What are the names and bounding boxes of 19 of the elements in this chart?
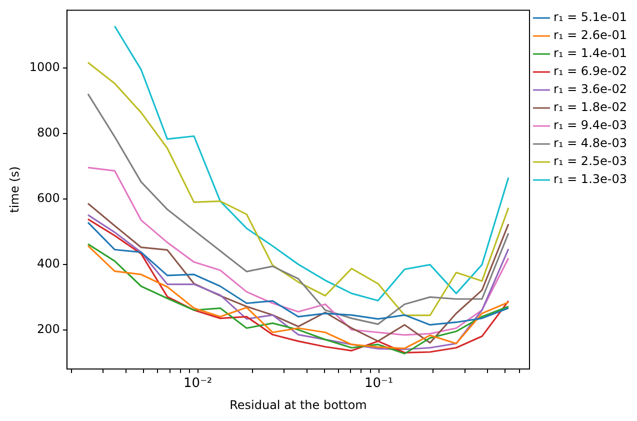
legend-label: r₁ = 2.6e-01 xyxy=(554,28,628,42)
y-tick-label: 400 xyxy=(37,256,60,270)
y-tick-label: 600 xyxy=(37,191,60,206)
legend-label: r₁ = 1.8e-02 xyxy=(554,100,628,114)
x-axis-title: Residual at the bottom xyxy=(230,398,367,412)
legend-label: r₁ = 1.4e-01 xyxy=(554,46,628,60)
legend-label: r₁ = 5.1e-01 xyxy=(554,10,628,24)
y-tick-label: 1000 xyxy=(29,60,60,74)
legend-label: r₁ = 4.8e-03 xyxy=(554,136,628,150)
legend-label: r₁ = 3.6e-02 xyxy=(554,82,628,96)
legend-label: r₁ = 1.3e-03 xyxy=(554,172,628,186)
x-tick-label: 10⁻¹ xyxy=(364,376,394,392)
legend-label: r₁ = 9.4e-03 xyxy=(554,118,628,132)
y-tick-label: 200 xyxy=(37,322,60,336)
x-tick-label: 10⁻² xyxy=(184,376,212,392)
y-tick-label: 800 xyxy=(37,126,60,140)
legend-label: r₁ = 2.5e-03 xyxy=(554,154,628,168)
legend-label: r₁ = 6.9e-02 xyxy=(554,64,628,78)
y-axis-title: time (s) xyxy=(7,166,22,213)
